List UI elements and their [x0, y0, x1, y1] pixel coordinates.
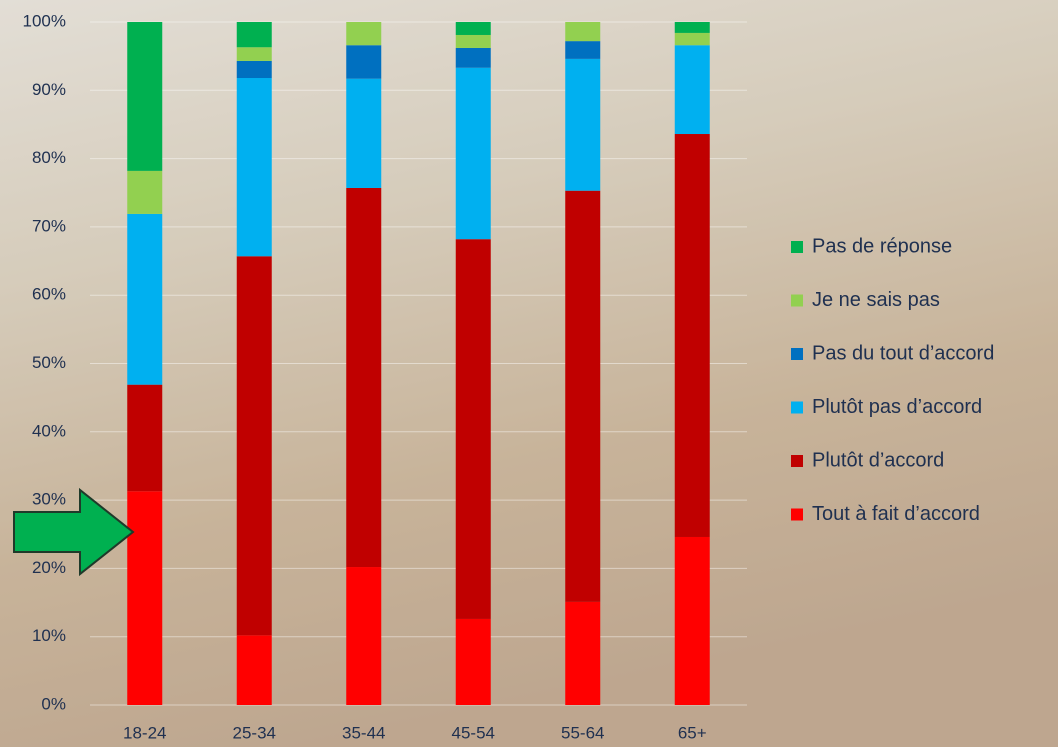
- x-tick-label: 55-64: [561, 723, 604, 742]
- y-tick-label: 70%: [32, 216, 66, 235]
- bar-segment: [346, 22, 381, 45]
- bar-segment: [237, 61, 272, 78]
- bar-segment: [127, 385, 162, 492]
- bar-segment: [127, 491, 162, 705]
- y-tick-label: 30%: [32, 490, 66, 509]
- y-tick-label: 10%: [32, 626, 66, 645]
- x-tick-label: 18-24: [123, 723, 166, 742]
- chart: 0% 10% 20% 30% 40% 50% 60% 70% 80% 90% 100% 18-24 25…: [0, 0, 1058, 747]
- x-tick-label: 45-54: [452, 723, 495, 742]
- legend-swatch: [791, 509, 803, 521]
- bar-segment: [675, 134, 710, 537]
- bar-segment: [565, 41, 600, 59]
- bar-segment: [346, 45, 381, 78]
- legend-swatch: [791, 241, 803, 253]
- bar-segment: [565, 59, 600, 191]
- legend-label: Plutôt d’accord: [812, 449, 944, 471]
- bar-segment: [456, 48, 491, 68]
- y-tick-label: 0%: [41, 694, 66, 713]
- legend-label: Plutôt pas d’accord: [812, 396, 982, 418]
- bar-segment: [346, 188, 381, 567]
- bar-segment: [127, 22, 162, 171]
- legend-swatch: [791, 402, 803, 414]
- y-tick-label: 40%: [32, 421, 66, 440]
- bar-segment: [565, 602, 600, 705]
- bar-segment: [675, 537, 710, 705]
- bar-segment: [346, 79, 381, 188]
- bar-segment: [456, 68, 491, 239]
- x-tick-label: 35-44: [342, 723, 385, 742]
- y-tick-label: 80%: [32, 148, 66, 167]
- y-tick-label: 50%: [32, 353, 66, 372]
- bar-segment: [456, 35, 491, 48]
- bar-segment: [346, 567, 381, 705]
- bar-segment: [237, 635, 272, 705]
- bar-segment: [565, 22, 600, 41]
- x-tick-label: 65+: [678, 723, 707, 742]
- y-tick-label: 100%: [23, 11, 66, 30]
- y-tick-label: 60%: [32, 285, 66, 304]
- y-tick-label: 90%: [32, 80, 66, 99]
- bar-segment: [127, 171, 162, 214]
- legend-swatch: [791, 295, 803, 307]
- bar-segment: [675, 33, 710, 45]
- bar-segment: [675, 22, 710, 33]
- bar-segment: [456, 619, 491, 705]
- legend-swatch: [791, 348, 803, 360]
- x-tick-label: 25-34: [233, 723, 276, 742]
- legend-label: Je ne sais pas: [812, 289, 940, 311]
- legend-label: Pas du tout d’accord: [812, 342, 994, 364]
- bar-segment: [456, 22, 491, 35]
- bar-segment: [127, 214, 162, 385]
- bar-segment: [237, 256, 272, 635]
- y-tick-label: 20%: [32, 558, 66, 577]
- legend-label: Tout à fait d’accord: [812, 503, 980, 525]
- bar-segment: [456, 239, 491, 619]
- legend-swatch: [791, 455, 803, 467]
- bar-segment: [565, 191, 600, 602]
- bar-segment: [237, 78, 272, 256]
- bar-segment: [237, 22, 272, 47]
- legend-label: Pas de réponse: [812, 235, 952, 257]
- bar-segment: [675, 45, 710, 134]
- bar-segment: [237, 47, 272, 61]
